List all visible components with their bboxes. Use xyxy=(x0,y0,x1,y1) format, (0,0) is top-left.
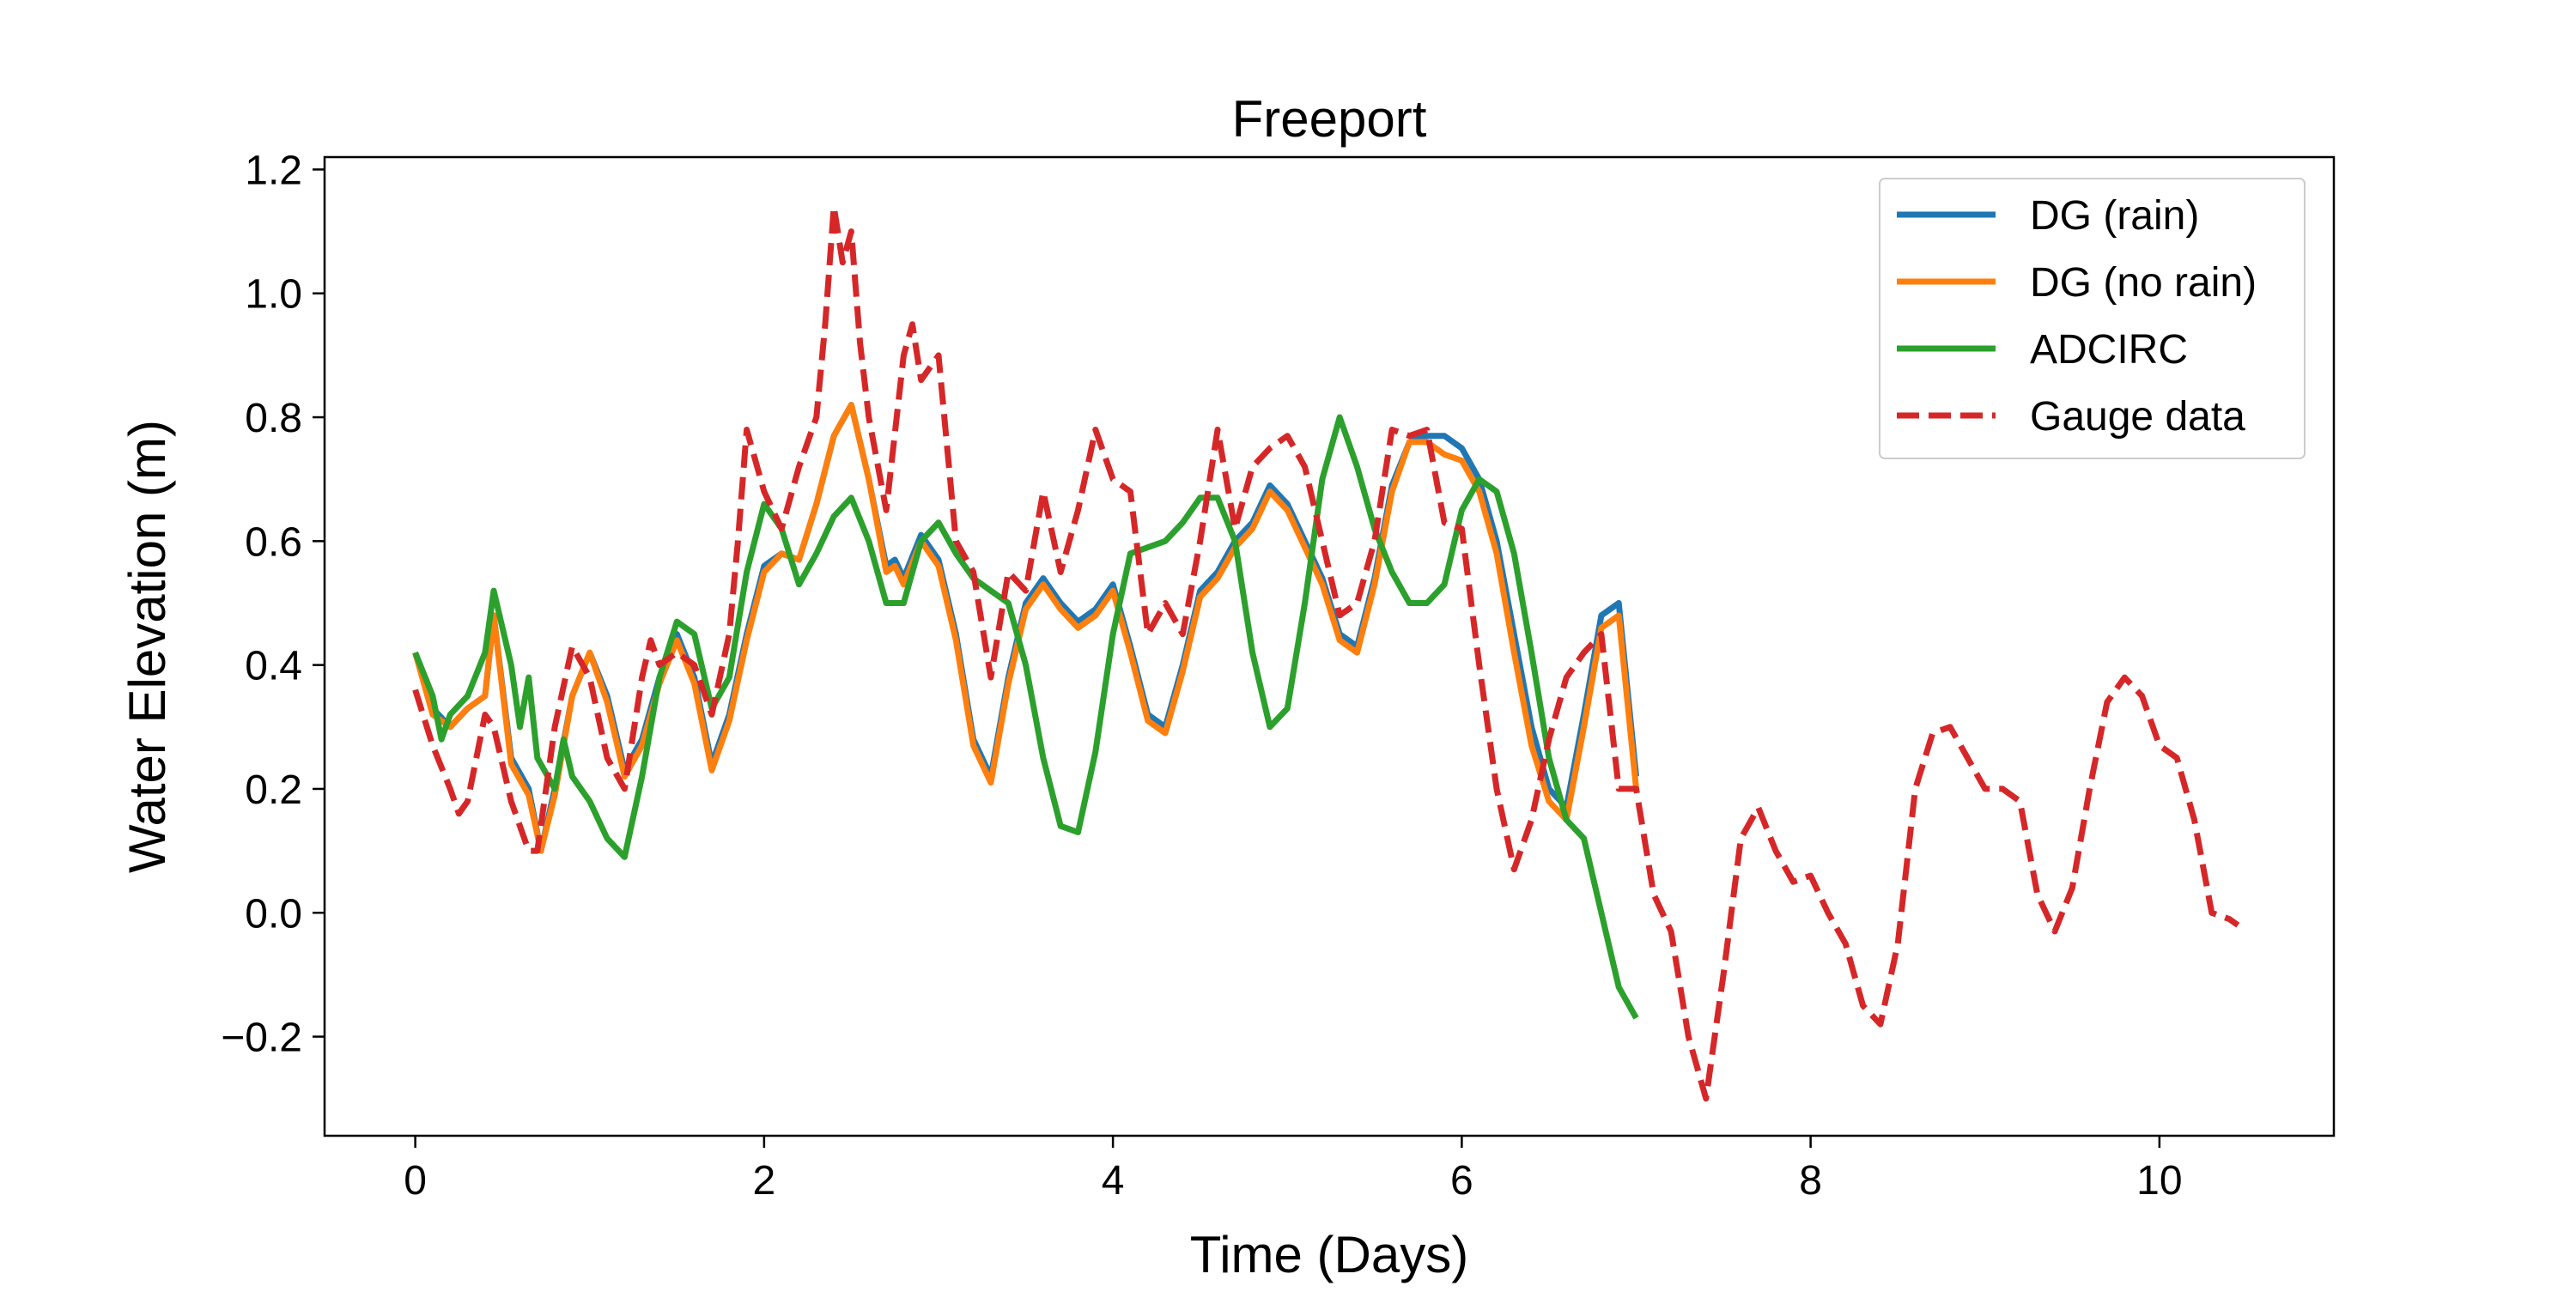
series-line-gauge-data xyxy=(412,203,2240,1102)
series-line-adcirc xyxy=(412,414,1639,1020)
x-tick-label: 0 xyxy=(404,1158,427,1204)
y-axis: −0.2 0.0 0.2 0.4 0.6 0.8 1.0 1.2 xyxy=(221,148,325,1061)
legend-label: DG (no rain) xyxy=(2030,260,2257,306)
chart-title: Freeport xyxy=(1232,90,1427,148)
y-tick-label: 0.0 xyxy=(245,891,302,937)
y-tick-label: 1.2 xyxy=(245,148,302,193)
series-layer xyxy=(412,203,2240,1102)
x-tick-label: 8 xyxy=(1799,1158,1822,1204)
x-tick-label: 2 xyxy=(753,1158,776,1204)
x-tick-label: 6 xyxy=(1450,1158,1473,1204)
legend-label: DG (rain) xyxy=(2030,193,2199,239)
y-tick-label: 0.8 xyxy=(245,396,302,441)
x-axis-label: Time (Days) xyxy=(1190,1226,1468,1283)
y-tick-label: 0.6 xyxy=(245,519,302,565)
legend: DG (rain) DG (no rain) ADCIRC Gauge data xyxy=(1879,178,2306,459)
y-axis-label: Water Elevation (m) xyxy=(118,420,176,873)
legend-box xyxy=(1879,178,2306,459)
legend-label: Gauge data xyxy=(2030,394,2245,440)
y-tick-label: 0.4 xyxy=(245,644,302,689)
x-axis: 0 2 4 6 8 10 xyxy=(404,1136,2183,1204)
plot-area-frame xyxy=(323,155,2336,1137)
y-tick-label: 1.0 xyxy=(245,272,302,318)
y-tick-label: −0.2 xyxy=(221,1016,302,1061)
y-tick-label: 0.2 xyxy=(245,767,302,813)
x-tick-label: 10 xyxy=(2136,1158,2182,1204)
x-tick-label: 4 xyxy=(1102,1158,1125,1204)
legend-label: ADCIRC xyxy=(2030,327,2188,373)
